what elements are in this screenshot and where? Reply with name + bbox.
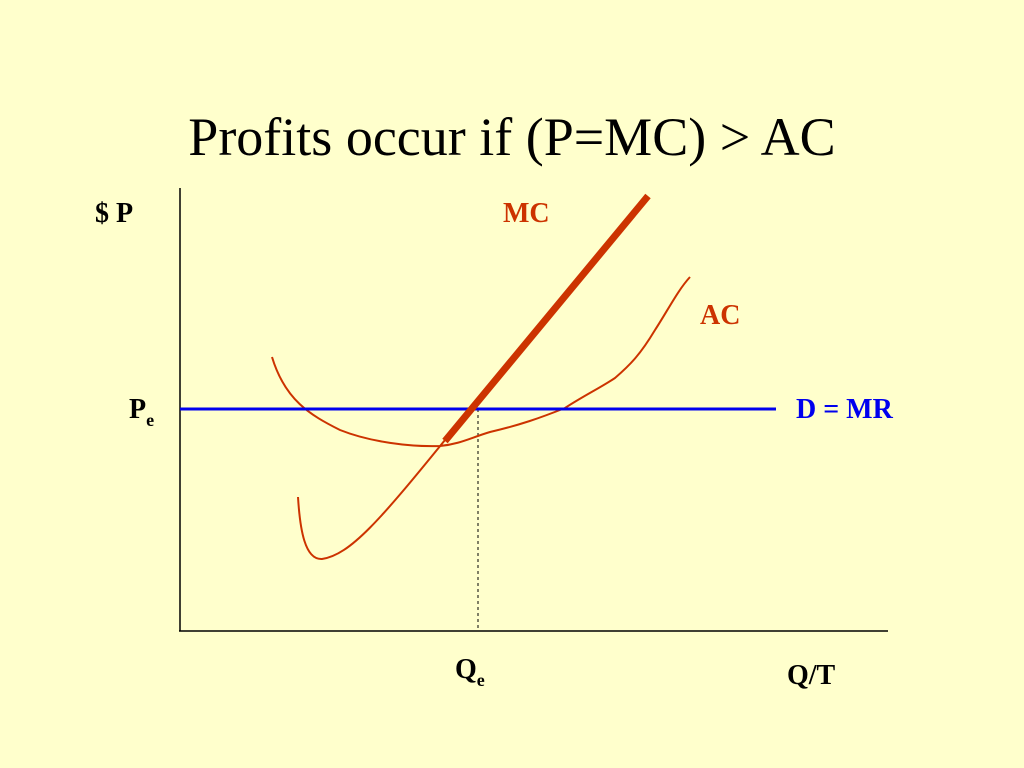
quantity-eq-sub: e xyxy=(477,670,485,690)
ac-label: AC xyxy=(700,300,740,331)
price-eq-sub: e xyxy=(146,410,154,430)
demand-label: D = MR xyxy=(796,394,894,425)
mc-line xyxy=(442,193,651,444)
y-axis-label: $ P xyxy=(95,198,133,229)
mc-curve-lower xyxy=(297,439,446,561)
title: Profits occur if (P=MC) > AC xyxy=(188,107,835,167)
quantity-eq-label: Qe xyxy=(455,654,485,690)
price-eq-main: P xyxy=(129,394,146,425)
ac-curve xyxy=(271,276,691,448)
mc-label: MC xyxy=(503,198,550,229)
x-axis-label: Q/T xyxy=(787,660,836,691)
quantity-eq-main: Q xyxy=(455,654,477,685)
price-eq-label: Pe xyxy=(129,394,154,430)
